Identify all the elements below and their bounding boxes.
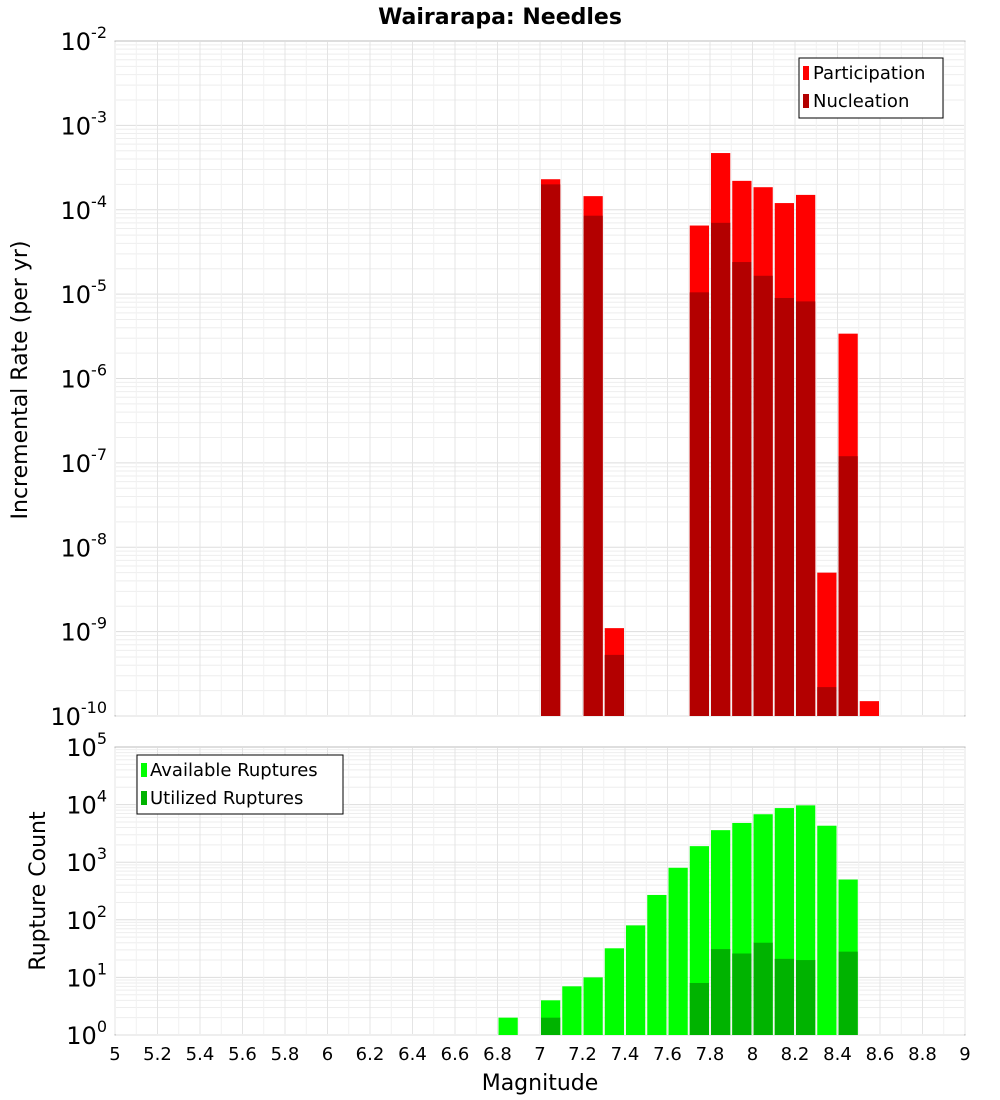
count-bar-utilized-ruptures: [774, 958, 794, 1035]
rate-y-tick-label: 10-8: [61, 529, 108, 562]
legend-swatch-available: [141, 763, 147, 777]
rate-y-tick-label: 10-2: [61, 23, 108, 56]
chart-title: Wairarapa: Needles: [378, 5, 622, 30]
rate-bar-nucleation: [838, 456, 858, 716]
x-tick-label: 5: [109, 1044, 120, 1065]
x-tick-label: 6: [322, 1044, 333, 1065]
x-tick-label: 6.6: [441, 1044, 470, 1065]
x-tick-label: 8.6: [866, 1044, 895, 1065]
x-axis-label: Magnitude: [482, 1071, 599, 1096]
rate-bar-nucleation: [541, 184, 561, 717]
count-bar-available-ruptures: [562, 986, 582, 1035]
count-bar-utilized-ruptures: [732, 953, 752, 1035]
count-bar-available-ruptures: [817, 825, 837, 1035]
count-bar-utilized-ruptures: [541, 1017, 561, 1035]
rate-bar-nucleation: [711, 222, 731, 716]
rate-y-tick-label: 10-5: [61, 276, 108, 309]
count-legend: Available Ruptures Utilized Ruptures: [136, 754, 344, 815]
legend-swatch-utilized: [141, 791, 147, 805]
count-y-tick-label: 101: [66, 959, 107, 992]
x-tick-label: 7.6: [653, 1044, 682, 1065]
rate-bar-participation: [817, 572, 837, 716]
rate-y-tick-label: 10-7: [61, 445, 108, 478]
rate-bar-nucleation: [732, 262, 752, 716]
rate-bar-nucleation: [817, 687, 837, 716]
count-bar-utilized-ruptures: [753, 942, 773, 1035]
rate-gridlines: [114, 42, 966, 717]
x-tick-label: 5.6: [228, 1044, 257, 1065]
count-bar-utilized-ruptures: [796, 960, 816, 1035]
rate-bar-nucleation: [583, 215, 603, 717]
count-bars: [498, 805, 858, 1035]
count-legend-box: [136, 754, 344, 815]
count-bar-available-ruptures: [604, 948, 624, 1035]
count-y-tick-label: 105: [66, 729, 107, 762]
count-y-tick-label: 102: [66, 902, 107, 935]
count-bar-available-ruptures: [498, 1017, 518, 1035]
legend-label-utilized: Utilized Ruptures: [150, 788, 303, 809]
rate-legend-box: [798, 57, 944, 119]
count-bar-available-ruptures: [647, 894, 667, 1035]
rate-bar-nucleation: [796, 301, 816, 716]
rate-bars: [541, 153, 879, 717]
rate-bar-nucleation: [753, 275, 773, 716]
rate-panel: 10-10 10-9 10-8 10-7 10-6 10-5 10-4 10-3 10-2 In…: [8, 23, 966, 731]
x-tick-label: 9: [959, 1044, 970, 1065]
count-y-axis-label: Rupture Count: [26, 811, 51, 971]
x-tick-label: 5.8: [271, 1044, 300, 1065]
legend-swatch-nucleation: [803, 94, 809, 108]
x-tick-labels: 5 5.2 5.4 5.6 5.8 6 6.2 6.4 6.6 6.8 7 7.2 7.4 7.6 7.8 8…: [109, 1044, 970, 1065]
x-tick-label: 7.4: [611, 1044, 640, 1065]
count-y-tick-label: 103: [66, 844, 107, 877]
rate-y-tick-label: 10-9: [61, 614, 108, 647]
count-bar-available-ruptures: [668, 867, 688, 1035]
rate-bar-nucleation: [774, 297, 794, 716]
count-bar-available-ruptures: [583, 977, 603, 1035]
x-tick-label: 7.8: [696, 1044, 725, 1065]
legend-label-available: Available Ruptures: [150, 760, 318, 781]
rate-bar-nucleation: [604, 654, 624, 716]
rate-bar-nucleation: [689, 292, 709, 716]
count-y-ticks: 100 101 102 103 104 105: [66, 729, 107, 1050]
x-tick-label: 8.2: [781, 1044, 810, 1065]
count-bar-utilized-ruptures: [838, 951, 858, 1035]
rate-y-ticks: 10-10 10-9 10-8 10-7 10-6 10-5 10-4 10-3 10-2: [50, 23, 107, 731]
count-bar-available-ruptures: [626, 925, 646, 1035]
x-tick-label: 7.2: [568, 1044, 597, 1065]
x-tick-label: 5.2: [143, 1044, 172, 1065]
count-bar-utilized-ruptures: [711, 949, 731, 1035]
x-tick-label: 8.4: [823, 1044, 852, 1065]
count-panel: 100 101 102 103 104 105 Rupture Count Availab…: [26, 729, 971, 1096]
count-y-tick-label: 100: [66, 1017, 107, 1050]
x-tick-label: 6.4: [398, 1044, 427, 1065]
rate-y-axis-label: Incremental Rate (per yr): [8, 241, 33, 520]
x-tick-label: 6.2: [356, 1044, 385, 1065]
legend-swatch-participation: [803, 66, 809, 80]
x-tick-label: 8.8: [908, 1044, 937, 1065]
rate-legend: Participation Nucleation: [798, 57, 944, 119]
x-tick-label: 7: [534, 1044, 545, 1065]
x-tick-label: 8: [747, 1044, 758, 1065]
count-y-tick-label: 104: [66, 787, 107, 820]
rate-y-tick-label: 10-3: [61, 107, 108, 140]
count-bar-utilized-ruptures: [689, 982, 709, 1035]
rate-bar-participation: [859, 701, 879, 716]
x-tick-label: 5.4: [186, 1044, 215, 1065]
rate-y-tick-label: 10-10: [50, 698, 107, 731]
legend-label-nucleation: Nucleation: [813, 91, 909, 112]
rate-y-tick-label: 10-4: [61, 192, 108, 225]
x-tick-label: 6.8: [483, 1044, 512, 1065]
rate-y-tick-label: 10-6: [61, 361, 108, 394]
legend-label-participation: Participation: [813, 63, 925, 84]
